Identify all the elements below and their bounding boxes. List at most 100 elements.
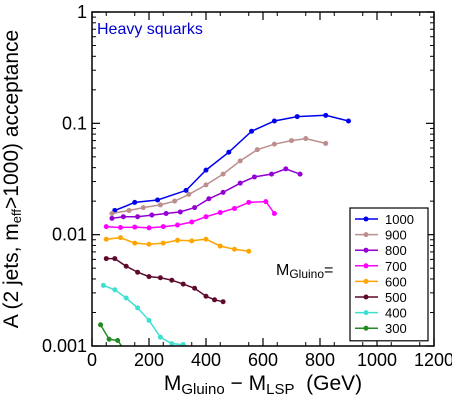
data-point: [203, 236, 209, 242]
data-point: [251, 174, 257, 180]
x-title-sub2: LSP: [266, 381, 294, 398]
data-point: [220, 171, 226, 177]
legend-label: 700: [385, 259, 407, 274]
data-point: [169, 341, 175, 346]
data-point: [217, 210, 223, 216]
series-500: [103, 256, 226, 305]
series-line-900: [111, 137, 326, 215]
data-layer: [98, 112, 351, 346]
legend-label: 500: [385, 290, 407, 305]
data-point: [112, 256, 118, 262]
data-point: [177, 209, 183, 215]
series-line-400: [103, 284, 184, 346]
data-point: [175, 222, 180, 228]
data-point: [226, 149, 232, 155]
x-title-sub1: Gluino: [181, 381, 224, 398]
data-point: [118, 224, 123, 230]
data-point: [220, 299, 226, 305]
series-1000: [112, 112, 351, 213]
data-point: [98, 322, 104, 328]
x-tick-label: 1200: [414, 350, 452, 370]
legend-entry-900: 900: [355, 228, 407, 243]
x-title-mid: − M: [225, 372, 266, 395]
data-point: [146, 317, 152, 323]
x-axis-title: MGluino − MLSP (GeV): [164, 372, 362, 398]
series-600: [103, 235, 252, 254]
data-point: [220, 189, 226, 195]
legend-label: 900: [385, 228, 407, 243]
data-point: [232, 205, 237, 211]
x-tick-label: 200: [134, 350, 164, 370]
data-point: [192, 205, 198, 211]
data-point: [123, 295, 129, 301]
series-line-300: [99, 324, 123, 346]
legend-swatch-marker: [363, 263, 369, 269]
x-tick-label: 400: [191, 350, 221, 370]
legend-entry-1000: 1000: [355, 212, 414, 227]
data-point: [271, 118, 277, 124]
data-point: [146, 241, 152, 247]
y-title-pre: A (2 jets, m: [0, 223, 23, 328]
data-point: [297, 171, 303, 177]
data-point: [203, 182, 209, 188]
data-point: [254, 147, 260, 153]
legend-swatch-marker: [363, 232, 369, 238]
data-point: [109, 210, 115, 216]
data-point: [237, 180, 243, 186]
data-point: [120, 214, 126, 220]
legend-title-mgluino: MGluino=: [276, 262, 333, 281]
data-point: [169, 277, 175, 283]
data-point: [155, 197, 161, 203]
data-point: [132, 224, 138, 230]
data-point: [103, 236, 109, 242]
y-tick-label: 1: [77, 2, 87, 22]
data-point: [180, 342, 186, 346]
data-point: [132, 199, 138, 205]
data-point: [118, 235, 123, 241]
data-point: [163, 210, 169, 216]
data-point: [126, 207, 132, 213]
y-title-post: >1000) acceptance: [0, 30, 23, 209]
data-point: [203, 167, 209, 173]
data-point: [109, 215, 115, 221]
legend-swatch-marker: [363, 216, 369, 222]
data-point: [237, 158, 243, 164]
data-point: [189, 238, 195, 244]
y-axis-title: A (2 jets, meff>1000) acceptance: [0, 30, 24, 328]
data-point: [112, 287, 118, 293]
data-point: [180, 281, 186, 287]
data-point: [189, 219, 195, 225]
data-point: [283, 166, 289, 172]
series-300: [98, 322, 124, 346]
legend-swatch-marker: [363, 294, 369, 300]
legend-box: [349, 207, 429, 342]
data-point: [323, 112, 329, 118]
ticks-layer: 0 200 400 600 800 1000 1200 0.001 0.01 0.1 1: [42, 2, 452, 370]
data-point: [263, 199, 269, 205]
data-point: [135, 305, 141, 311]
legend-title-main: M: [276, 262, 289, 279]
data-point: [103, 256, 109, 262]
x-tick-label: 0: [87, 350, 97, 370]
data-point: [160, 224, 166, 230]
data-point: [140, 205, 146, 211]
x-title-tail: (GeV): [294, 372, 362, 395]
data-point: [157, 202, 163, 208]
data-point: [149, 212, 155, 218]
series-700: [103, 199, 277, 231]
data-point: [203, 214, 209, 220]
data-point: [246, 248, 252, 254]
series-line-1000: [114, 114, 349, 212]
data-point: [100, 282, 106, 288]
x-tick-label: 800: [305, 350, 335, 370]
data-point: [271, 141, 277, 147]
data-point: [303, 136, 309, 142]
x-title-main: M: [164, 372, 182, 395]
legend-label: 300: [385, 321, 407, 336]
legend-label: 1000: [385, 212, 414, 227]
data-point: [186, 191, 192, 197]
series-800: [109, 166, 303, 221]
legend-label: 800: [385, 243, 407, 258]
